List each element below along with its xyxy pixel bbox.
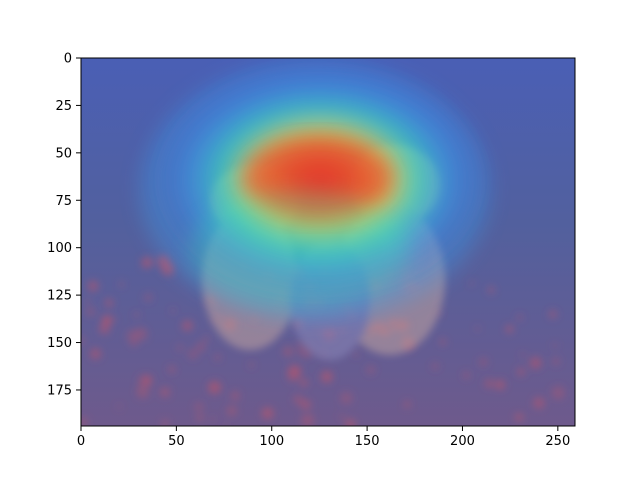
poppy-dot: [196, 342, 206, 352]
poppy-dot: [439, 338, 446, 345]
poppy-dot: [404, 401, 411, 408]
poppy-dot: [297, 341, 303, 347]
poppy-dot: [116, 403, 122, 409]
poppy-dot: [104, 298, 114, 308]
y-tick-label: 0: [64, 52, 72, 67]
poppy-dot: [126, 329, 138, 342]
poppy-dot: [143, 293, 153, 302]
poppy-dot: [136, 385, 150, 399]
poppy-dot: [141, 256, 153, 269]
poppy-dot: [551, 386, 565, 400]
poppy-dot: [203, 336, 209, 342]
poppy-dot: [85, 306, 96, 317]
x-tick-label: 150: [355, 434, 380, 449]
y-tick-label: 125: [47, 289, 72, 304]
poppy-dot: [431, 362, 439, 370]
poppy-dot: [161, 419, 170, 426]
poppy-dot: [552, 357, 560, 365]
y-tick-label: 50: [55, 146, 72, 161]
poppy-dot: [548, 310, 558, 319]
poppy-dot: [515, 413, 523, 422]
poppy-dot: [196, 414, 203, 421]
poppy-dot: [478, 357, 488, 367]
poppy-dot: [81, 336, 86, 346]
heatmap-overlay: [140, 60, 490, 320]
x-tick-label: 50: [168, 434, 185, 449]
plot-frame: [80, 57, 576, 427]
poppy-dot: [516, 314, 523, 321]
y-tick-label: 25: [55, 99, 72, 114]
poppy-dot: [194, 402, 204, 412]
poppy-dot: [463, 372, 470, 379]
poppy-dot: [160, 387, 170, 398]
poppy-dot: [282, 346, 294, 357]
poppy-dot: [487, 286, 495, 294]
poppy-dot: [118, 281, 125, 287]
poppy-dot: [340, 391, 353, 405]
poppy-dot: [168, 366, 175, 373]
poppy-dot: [468, 280, 475, 286]
poppy-dot: [287, 370, 299, 383]
y-tick-label: 175: [47, 383, 72, 398]
poppy-dot: [102, 315, 110, 323]
poppy-dot: [170, 308, 176, 313]
x-tick-label: 0: [77, 434, 85, 449]
poppy-dot: [300, 379, 308, 387]
poppy-dot: [261, 407, 274, 420]
poppy-dot: [208, 381, 221, 394]
y-axis: 0 25 50 75 100 125 150 175: [47, 52, 81, 398]
plot-area: [81, 58, 575, 426]
poppy-dot: [495, 379, 505, 390]
poppy-dot: [109, 316, 116, 323]
y-tick-label: 100: [47, 241, 72, 256]
poppy-dot: [505, 325, 514, 333]
poppy-dot: [90, 348, 101, 360]
poppy-dot: [85, 298, 91, 304]
poppy-dot: [533, 397, 545, 409]
poppy-dot: [345, 419, 356, 426]
poppy-dot: [224, 423, 229, 426]
poppy-dot: [249, 362, 254, 368]
poppy-dot: [226, 405, 237, 416]
poppy-dot: [81, 417, 88, 426]
x-tick-label: 200: [450, 434, 475, 449]
poppy-dot: [366, 365, 376, 375]
poppy-dot: [529, 356, 542, 369]
poppy-dot: [517, 367, 525, 376]
poppy-dot: [552, 343, 558, 348]
y-tick-label: 75: [55, 194, 72, 209]
poppy-dot: [214, 354, 221, 360]
x-tick-label: 250: [545, 434, 570, 449]
poppy-dot: [231, 391, 240, 401]
poppy-dot: [320, 370, 333, 383]
poppy-dot: [99, 323, 110, 335]
poppy-dot: [187, 349, 199, 360]
poppy-dot: [134, 312, 140, 318]
poppy-dot: [484, 378, 494, 389]
poppy-dot: [87, 280, 99, 292]
poppy-dot: [353, 351, 359, 357]
poppy-dot: [142, 375, 153, 386]
poppy-dot: [299, 399, 308, 408]
poppy-dot: [475, 326, 480, 331]
poppy-dot: [176, 344, 184, 352]
x-tick-label: 100: [259, 434, 284, 449]
x-axis: 0 50 100 150 200 250: [77, 426, 570, 449]
poppy-dot: [210, 416, 215, 421]
poppy-dot: [520, 352, 526, 357]
y-tick-label: 150: [47, 336, 72, 351]
poppy-dot: [181, 320, 193, 331]
poppy-dot: [301, 414, 314, 426]
poppy-dot: [297, 349, 302, 354]
poppy-dot: [339, 414, 345, 419]
